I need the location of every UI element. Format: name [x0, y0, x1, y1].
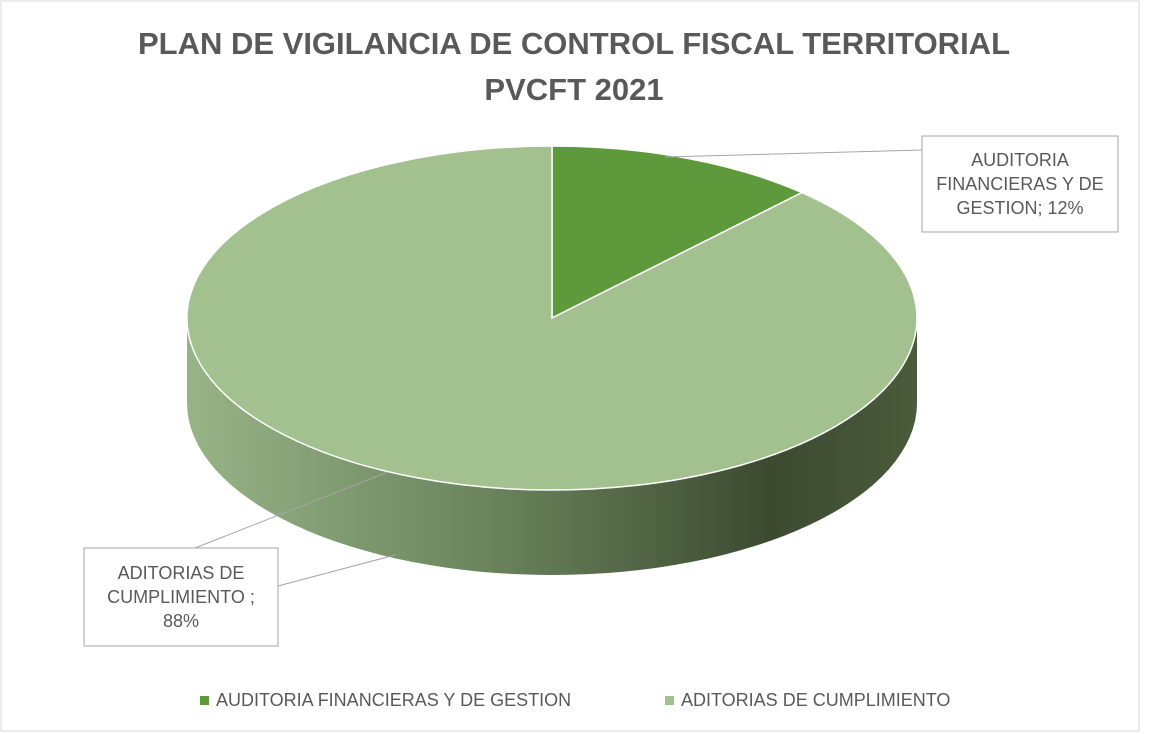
data-label: ADITORIAS DE CUMPLIMIENTO ; 88% [107, 563, 255, 631]
legend-swatch [200, 696, 209, 705]
legend-swatch [665, 696, 674, 705]
legend-label: ADITORIAS DE CUMPLIMIENTO [681, 690, 950, 710]
data-label: AUDITORIA FINANCIERAS Y DE GESTION; 12% [936, 150, 1104, 218]
data-label-box [83, 547, 279, 647]
data-label-text: AUDITORIA FINANCIERAS Y DE GESTION; 12% [936, 150, 1104, 218]
chart-title: PVCFT 2021 [484, 72, 663, 107]
leader-line [277, 554, 396, 587]
leader-line [664, 149, 923, 158]
data-label-text: ADITORIAS DE CUMPLIMIENTO ; 88% [107, 563, 255, 631]
data-label-box [921, 135, 1119, 233]
chart-title: PLAN DE VIGILANCIA DE CONTROL FISCAL TER… [138, 26, 1010, 61]
pie-side [187, 318, 917, 575]
leader-line [194, 471, 389, 549]
pie-slice [186, 145, 918, 491]
pie-slice [551, 145, 804, 320]
legend-label: AUDITORIA FINANCIERAS Y DE GESTION [216, 690, 571, 710]
